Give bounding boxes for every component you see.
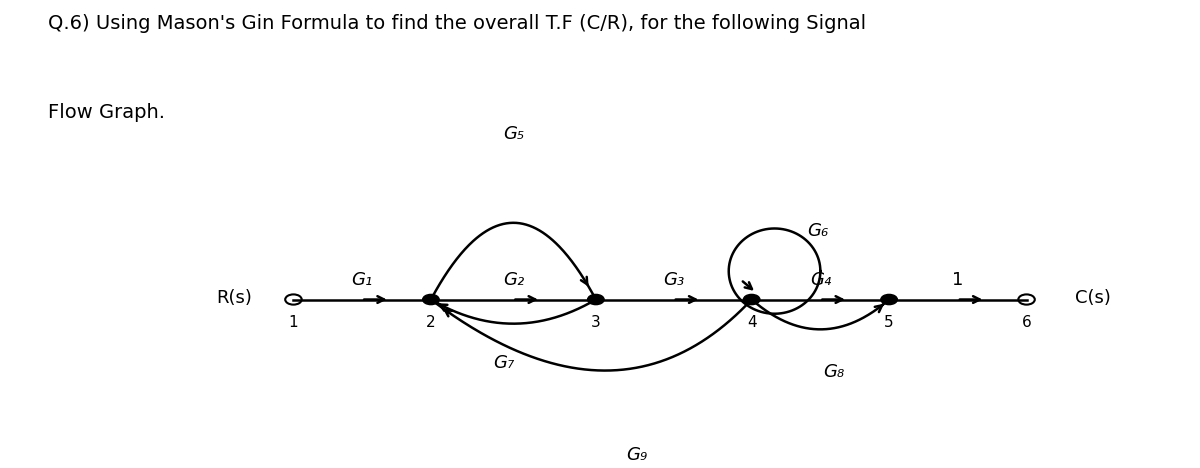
Text: 6: 6 [1021,315,1032,330]
Text: G₁: G₁ [352,271,373,289]
Text: G₅: G₅ [503,125,524,143]
Text: 3: 3 [590,315,601,330]
Circle shape [588,294,604,305]
Text: G₈: G₈ [823,363,845,381]
Text: Q.6) Using Mason's Gin Formula to find the overall T.F (C/R), for the following : Q.6) Using Mason's Gin Formula to find t… [48,14,866,33]
Text: 2: 2 [426,315,436,330]
Text: G₉: G₉ [626,446,648,464]
Text: C(s): C(s) [1074,289,1110,307]
Text: G₆: G₆ [806,222,828,240]
Text: 1: 1 [289,315,299,330]
Circle shape [422,294,439,305]
Text: 1: 1 [952,271,964,289]
Text: G₄: G₄ [810,271,830,289]
Circle shape [743,294,760,305]
Circle shape [881,294,898,305]
Text: R(s): R(s) [216,289,252,307]
Text: G₂: G₂ [503,271,524,289]
Text: Flow Graph.: Flow Graph. [48,103,166,122]
Text: 4: 4 [746,315,756,330]
Text: 5: 5 [884,315,894,330]
Text: G₃: G₃ [664,271,684,289]
Text: G₇: G₇ [493,353,515,372]
